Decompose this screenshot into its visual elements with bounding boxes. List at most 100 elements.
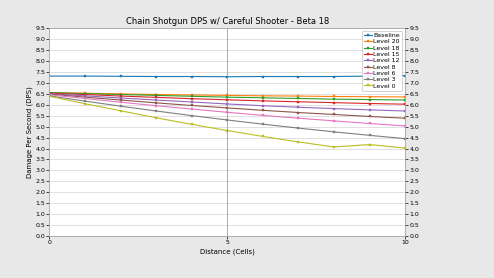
Baseline	[367, 75, 372, 78]
Level 20	[118, 92, 124, 96]
Level 0	[260, 135, 266, 138]
Level 12	[82, 94, 88, 98]
Level 15	[224, 98, 230, 101]
Level 6	[118, 101, 124, 104]
Level 15	[118, 95, 124, 98]
Baseline	[118, 75, 124, 78]
Level 12	[189, 100, 195, 104]
Level 18	[153, 94, 159, 97]
Level 20	[46, 91, 52, 94]
Baseline	[224, 75, 230, 78]
Legend: Baseline, Level 20, Level 18, Level 15, Level 12, Level 8, Level 6, Level 3, Lev: Baseline, Level 20, Level 18, Level 15, …	[362, 31, 402, 91]
Level 0	[402, 147, 408, 150]
Level 18	[118, 93, 124, 96]
Level 20	[260, 94, 266, 98]
Level 20	[367, 95, 372, 98]
Baseline	[331, 75, 337, 78]
Level 15	[331, 101, 337, 104]
Level 12	[46, 92, 52, 95]
Line: Level 12: Level 12	[48, 92, 407, 112]
Level 3	[224, 118, 230, 122]
Level 0	[189, 123, 195, 126]
Level 15	[402, 103, 408, 106]
Level 3	[295, 126, 301, 130]
Line: Level 15: Level 15	[48, 92, 407, 106]
Level 18	[260, 96, 266, 100]
Level 3	[82, 100, 88, 103]
Line: Level 6: Level 6	[48, 93, 407, 127]
Level 3	[260, 123, 266, 126]
Level 6	[331, 119, 337, 123]
Level 6	[295, 116, 301, 120]
Level 3	[153, 109, 159, 113]
Line: Level 18: Level 18	[48, 91, 407, 101]
Line: Level 8: Level 8	[48, 93, 407, 120]
Level 8	[82, 95, 88, 99]
Level 18	[82, 92, 88, 95]
Level 12	[367, 108, 372, 111]
Level 3	[367, 134, 372, 137]
X-axis label: Distance (Cells): Distance (Cells)	[200, 248, 255, 255]
Level 8	[260, 109, 266, 112]
Baseline	[153, 75, 159, 78]
Level 3	[189, 114, 195, 117]
Level 8	[331, 113, 337, 116]
Level 18	[367, 98, 372, 101]
Level 8	[402, 116, 408, 120]
Level 8	[153, 101, 159, 105]
Level 20	[331, 95, 337, 98]
Level 3	[118, 105, 124, 108]
Level 18	[295, 97, 301, 100]
Baseline	[82, 75, 88, 78]
Level 15	[189, 97, 195, 100]
Level 8	[46, 92, 52, 96]
Level 18	[224, 95, 230, 99]
Level 6	[46, 93, 52, 96]
Line: Baseline: Baseline	[48, 74, 407, 78]
Level 20	[153, 93, 159, 96]
Level 3	[46, 94, 52, 98]
Baseline	[402, 74, 408, 77]
Baseline	[260, 75, 266, 78]
Level 20	[189, 93, 195, 97]
Level 20	[295, 95, 301, 98]
Y-axis label: Damage Per Second (DPS): Damage Per Second (DPS)	[26, 86, 33, 178]
Level 3	[331, 130, 337, 133]
Level 15	[82, 93, 88, 96]
Level 15	[153, 96, 159, 99]
Level 6	[402, 124, 408, 128]
Level 8	[118, 98, 124, 102]
Level 6	[153, 104, 159, 107]
Level 18	[189, 95, 195, 98]
Line: Level 3: Level 3	[48, 95, 407, 140]
Level 0	[224, 129, 230, 132]
Level 0	[118, 109, 124, 112]
Level 3	[402, 137, 408, 140]
Level 0	[46, 95, 52, 98]
Level 15	[295, 100, 301, 103]
Level 8	[224, 106, 230, 110]
Level 12	[402, 109, 408, 113]
Level 15	[367, 102, 372, 105]
Level 12	[295, 106, 301, 109]
Level 12	[260, 104, 266, 107]
Level 20	[224, 94, 230, 97]
Level 12	[224, 102, 230, 106]
Title: Chain Shotgun DPS w/ Careful Shooter - Beta 18: Chain Shotgun DPS w/ Careful Shooter - B…	[125, 17, 329, 26]
Level 0	[331, 145, 337, 149]
Level 0	[367, 143, 372, 146]
Level 12	[331, 107, 337, 110]
Line: Level 0: Level 0	[48, 95, 407, 150]
Level 12	[118, 96, 124, 100]
Baseline	[189, 75, 195, 78]
Level 20	[82, 91, 88, 95]
Level 15	[260, 99, 266, 103]
Level 8	[295, 111, 301, 114]
Level 6	[189, 107, 195, 111]
Level 0	[295, 140, 301, 144]
Level 12	[153, 98, 159, 102]
Level 6	[260, 114, 266, 117]
Baseline	[295, 75, 301, 78]
Level 0	[153, 116, 159, 120]
Level 0	[82, 102, 88, 105]
